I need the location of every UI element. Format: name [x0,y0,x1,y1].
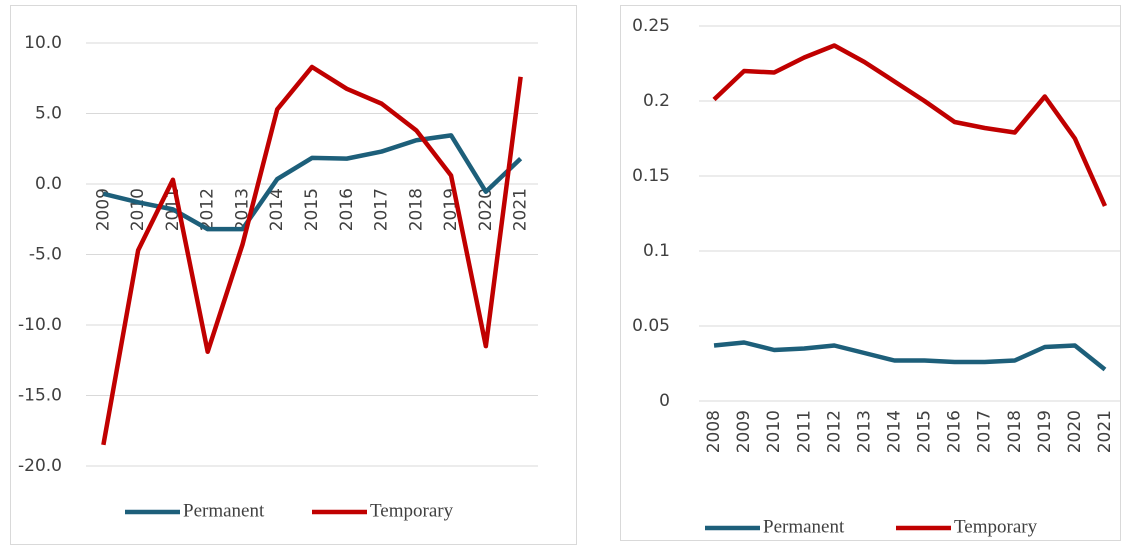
x-tick-label: 2018 [406,188,426,231]
x-tick-label: 2014 [884,410,904,453]
x-tick-label: 2015 [302,188,322,231]
y-tick-label: -20.0 [18,456,62,476]
y-tick-label: 0.25 [632,16,670,36]
x-tick-label: 2021 [1095,410,1115,453]
y-tick-label: -15.0 [18,386,62,406]
x-tick-label: 2017 [975,410,995,453]
legend-label: Temporary [370,500,454,521]
y-tick-label: 0.15 [632,166,670,186]
data-line [712,43,1108,207]
x-tick-label: 2017 [372,188,392,231]
y-tick-label: 0.2 [643,91,670,111]
x-tick-label: 2019 [1035,410,1055,453]
x-tick-label: 2009 [734,410,754,453]
x-tick-label: 2020 [476,188,496,231]
legend-label: Temporary [954,516,1038,537]
x-tick-label: 2010 [764,410,784,453]
x-tick-label: 2015 [915,410,935,453]
y-tick-label: 0.0 [35,174,62,194]
y-tick-label: 5.0 [35,104,62,124]
x-tick-label: 2012 [824,410,844,453]
y-tick-label: -10.0 [18,315,62,335]
x-tick-label: 2011 [794,410,814,453]
chart-frame [620,5,1121,541]
y-tick-label: 10.0 [24,33,62,53]
x-tick-label: 2013 [854,410,874,453]
legend-label: Permanent [183,500,265,521]
data-line [101,64,523,446]
data-line [102,133,523,232]
y-tick-label: 0.05 [632,316,670,336]
y-tick-label: 0.1 [643,241,670,261]
x-tick-label: 2009 [93,188,113,231]
y-tick-label: -5.0 [29,245,62,265]
x-tick-label: 2014 [267,188,287,231]
x-tick-label: 2020 [1065,410,1085,453]
x-tick-label: 2008 [704,410,724,453]
data-line [713,340,1107,372]
x-tick-label: 2016 [945,410,965,453]
legend-label: Permanent [763,516,845,537]
x-tick-label: 2018 [1005,410,1025,453]
x-tick-label: 2010 [128,188,148,231]
x-tick-label: 2016 [337,188,357,231]
x-tick-label: 2012 [198,188,218,231]
x-tick-label: 2021 [511,188,531,231]
y-tick-label: 0 [659,391,670,411]
